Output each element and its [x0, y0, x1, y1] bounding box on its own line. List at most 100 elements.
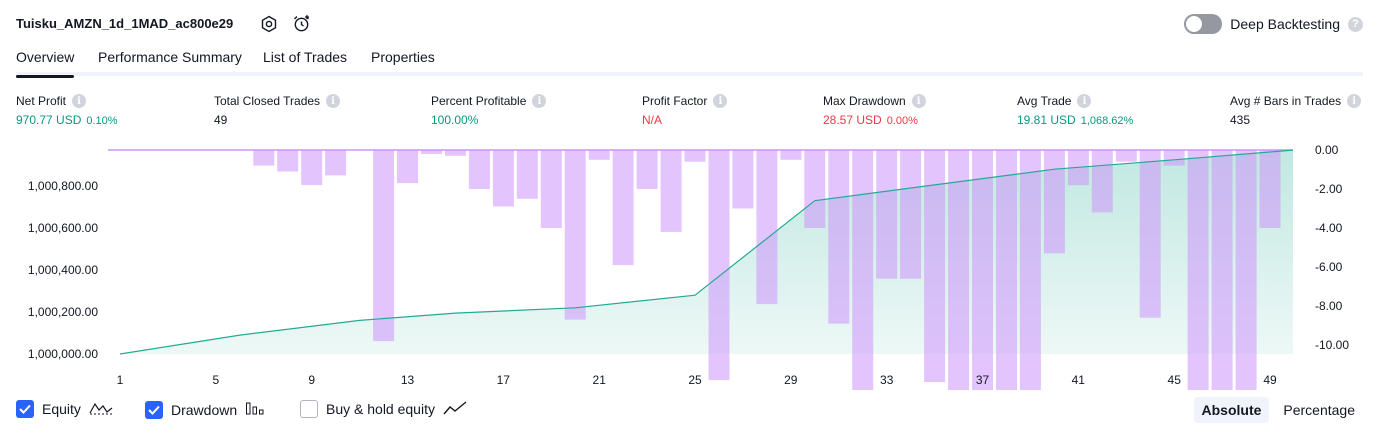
equity-checkbox[interactable] [16, 400, 34, 418]
drawdown-bar [996, 150, 1017, 390]
metric-value: N/A [642, 113, 663, 127]
tab-properties[interactable]: Properties [371, 49, 435, 65]
deep-backtesting-label: Deep Backtesting [1230, 16, 1340, 32]
legend-buy-hold-label: Buy & hold equity [326, 401, 435, 417]
metric-value: 49 [214, 113, 228, 127]
metric-percent-profitable: Percent Profitable i 100.00% [431, 94, 547, 127]
drawdown-bar [852, 150, 874, 390]
info-icon[interactable]: i [911, 94, 926, 108]
equity-area [120, 150, 1293, 354]
tab-list-of-trades[interactable]: List of Trades [263, 49, 348, 65]
x-axis-tick: 17 [497, 373, 511, 387]
drawdown-bar [900, 150, 922, 279]
drawdown-bar [828, 150, 850, 324]
info-icon[interactable]: i [326, 94, 341, 108]
drawdown-bar [1211, 150, 1233, 390]
drawdown-checkbox[interactable] [145, 400, 163, 419]
drawdown-bar [588, 150, 610, 160]
drawdown-bar [1139, 150, 1161, 318]
drawdown-bar [540, 150, 562, 228]
right-axis-tick: -6.00 [1315, 260, 1343, 274]
buy-hold-checkbox[interactable] [300, 400, 318, 418]
x-axis-tick: 13 [401, 373, 415, 387]
legend-equity-label: Equity [42, 401, 81, 417]
legend-equity[interactable]: Equity [16, 400, 113, 418]
equity-drawdown-chart[interactable]: 1,000,800.00 1,000,600.00 1,000,400.00 1,00… [0, 140, 1379, 390]
drawdown-bar [972, 150, 993, 390]
metric-label: Avg Trade [1017, 94, 1072, 108]
x-axis-tick: 29 [784, 373, 798, 387]
question-icon[interactable]: ? [1348, 16, 1363, 32]
strategy-title: Tuisku_AMZN_1d_1MAD_ac800e29 [16, 16, 234, 31]
scale-mode-switch: Absolute Percentage [1193, 397, 1364, 423]
metric-value: 28.57 USD [823, 113, 882, 127]
left-axis-tick: 1,000,800.00 [28, 179, 98, 193]
right-axis-tick: -8.00 [1315, 299, 1343, 313]
deep-backtesting-toggle[interactable] [1184, 14, 1223, 34]
percentage-button[interactable]: Percentage [1283, 402, 1355, 418]
drawdown-bar [1235, 150, 1257, 390]
drawdown-bar [684, 150, 706, 162]
metrics-row: Net Profit i 970.77 USD 0.10% Total Closed… [16, 94, 1363, 130]
drawdown-bar [1019, 150, 1041, 390]
drawdown-bar [253, 150, 275, 166]
info-icon[interactable]: i [1077, 94, 1092, 108]
metric-value: 100.00% [431, 113, 479, 127]
drawdown-bar [732, 150, 754, 209]
absolute-button[interactable]: Absolute [1193, 397, 1270, 423]
drawdown-bar [1043, 150, 1065, 254]
gear-icon[interactable] [258, 13, 280, 35]
info-icon[interactable]: i [72, 94, 87, 108]
drawdown-bar [660, 150, 682, 232]
metric-value: 435 [1230, 113, 1251, 127]
metric-sub-value: 0.00% [886, 115, 918, 127]
x-axis-tick: 45 [1168, 373, 1182, 387]
right-axis-tick: -2.00 [1315, 182, 1343, 196]
metric-label: Percent Profitable [431, 94, 527, 108]
x-axis-tick: 37 [976, 373, 990, 387]
metric-value: 970.77 USD [16, 113, 82, 127]
metric-total-closed-trades: Total Closed Trades i 49 [214, 94, 341, 127]
drawdown-bar [421, 150, 442, 154]
drawdown-bar [397, 150, 418, 184]
drawdown-bar [373, 150, 395, 342]
drawdown-bar [492, 150, 514, 207]
legend-buy-hold[interactable]: Buy & hold equity [300, 400, 467, 418]
right-axis-tick: -10.00 [1315, 338, 1349, 352]
drawdown-bar [1259, 150, 1281, 228]
tab-performance-summary[interactable]: Performance Summary [98, 49, 242, 65]
left-axis-tick: 1,000,000.00 [28, 347, 98, 361]
x-axis-tick: 41 [1072, 373, 1086, 387]
info-icon[interactable]: i [713, 94, 728, 108]
x-axis-tick: 33 [880, 373, 894, 387]
info-icon[interactable]: i [1347, 94, 1362, 108]
bar-chart-icon [245, 400, 265, 419]
metric-label: Max Drawdown [823, 94, 906, 108]
left-axis-tick: 1,000,200.00 [28, 305, 98, 319]
drawdown-bar [636, 150, 658, 189]
x-axis-tick: 25 [688, 373, 702, 387]
tab-overview[interactable]: Overview [16, 49, 75, 78]
metric-sub-value: 1,068.62% [1080, 115, 1134, 127]
metric-label: Net Profit [16, 94, 67, 108]
drawdown-bar [468, 150, 490, 189]
drawdown-bar [444, 150, 466, 156]
legend-drawdown[interactable]: Drawdown [145, 400, 265, 419]
chart-legend: Equity Drawdown Buy & hold equity Absolu… [16, 397, 1364, 423]
right-axis-tick: -4.00 [1315, 221, 1343, 235]
legend-drawdown-label: Drawdown [171, 401, 238, 418]
x-axis-tick: 21 [593, 373, 607, 387]
drawdown-bar [780, 150, 802, 160]
x-axis-tick: 49 [1263, 373, 1277, 387]
drawdown-bar [876, 150, 898, 279]
left-axis-tick: 1,000,600.00 [28, 221, 98, 235]
drawdown-bar [516, 150, 538, 199]
metric-label: Profit Factor [642, 94, 708, 108]
info-icon[interactable]: i [532, 94, 547, 108]
strategy-header: Tuisku_AMZN_1d_1MAD_ac800e29 Deep Backte… [16, 10, 1363, 38]
tab-bar: Overview Performance Summary List of Tra… [16, 48, 1363, 78]
drawdown-bar [301, 150, 323, 186]
drawdown-bar [708, 150, 730, 381]
add-alert-icon[interactable] [291, 13, 313, 35]
drawdown-bar [1187, 150, 1209, 390]
